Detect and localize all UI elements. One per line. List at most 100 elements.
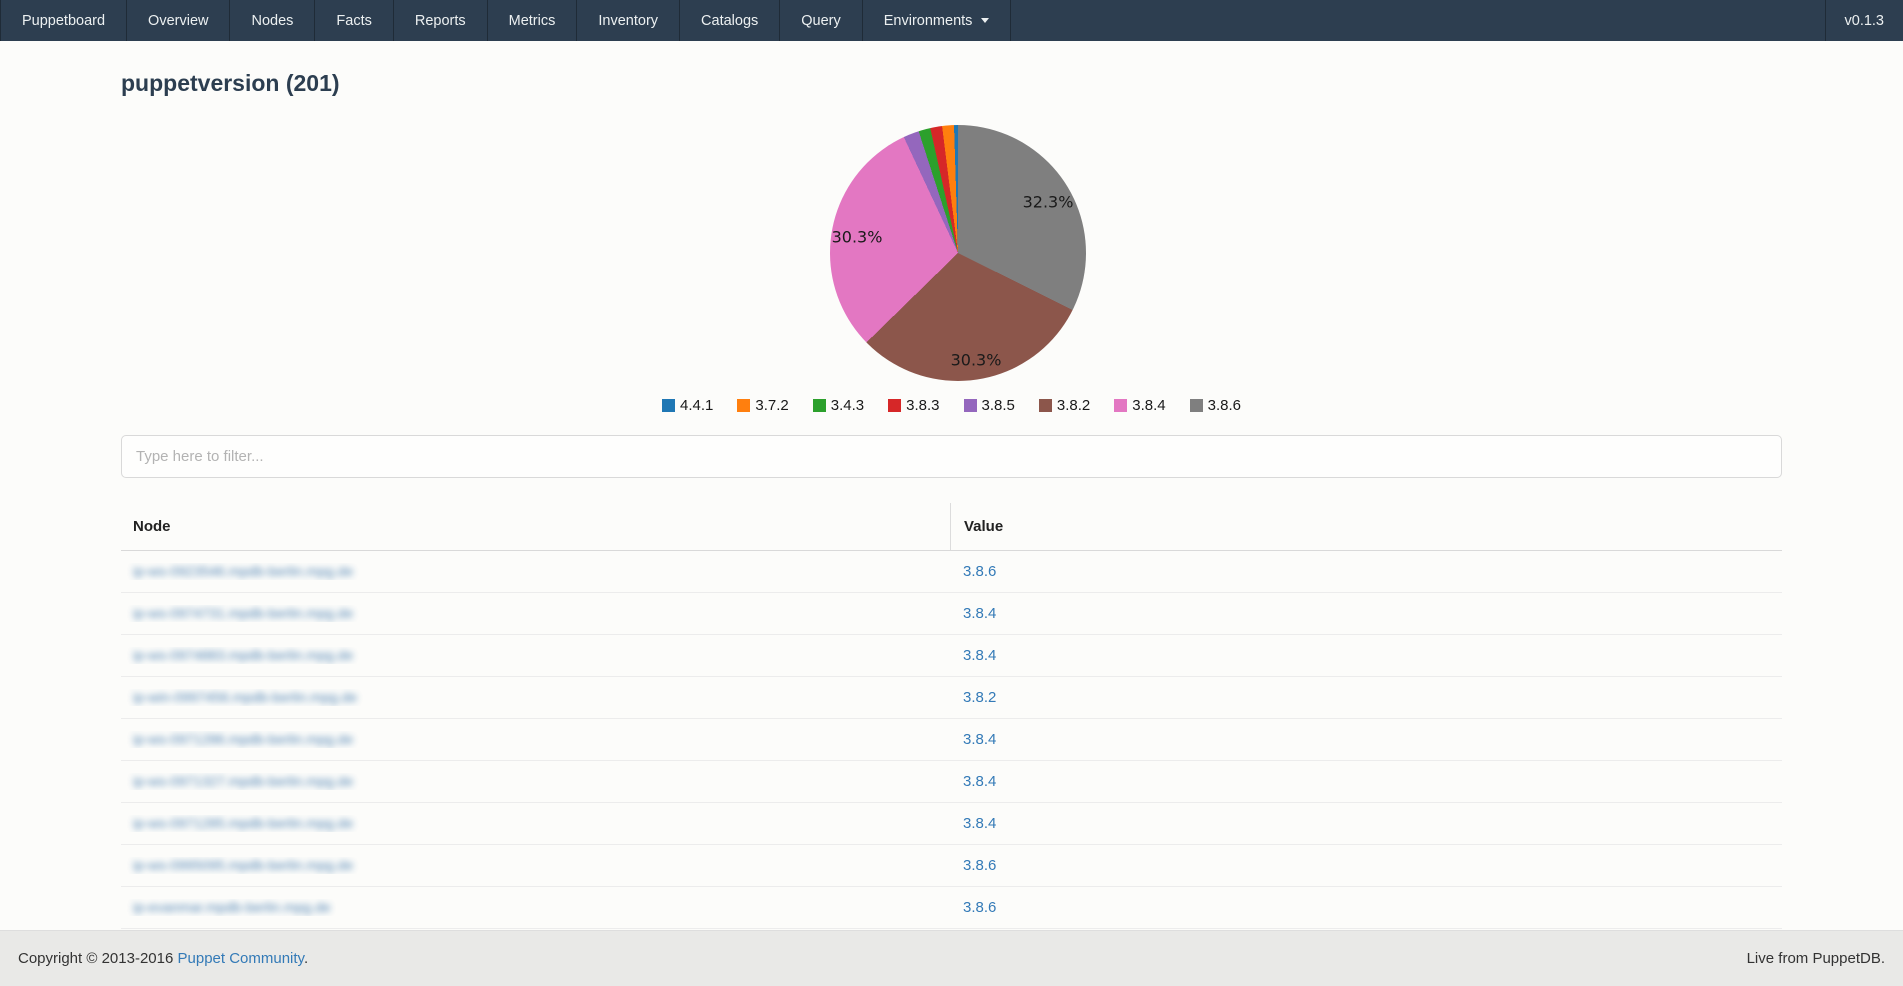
legend-item: 3.7.2 — [737, 397, 789, 414]
legend-swatch-4.4.1 — [662, 399, 675, 412]
value-cell: 3.8.4 — [950, 605, 1782, 622]
value-link[interactable]: 3.8.4 — [963, 731, 997, 748]
node-cell: ip-ws-0971286.mpdb-berlin.mpg.de — [121, 731, 950, 748]
node-link-redacted[interactable]: ip-ws-0971285.mpdb-berlin.mpg.de — [133, 815, 354, 831]
fact-table: Node Value ip-ws-0923546.mpdb-berlin.mpg… — [121, 503, 1782, 929]
node-link-redacted[interactable]: ip-evanmar.mpdb-berlin.mpg.de — [133, 899, 331, 915]
copyright-text: Copyright © 2013-2016 Puppet Community. — [18, 950, 308, 967]
main-content: puppetversion (201) 32.3% 30.3% 30.3% 4.4.… — [0, 41, 1903, 986]
column-header-node: Node — [133, 518, 171, 535]
node-link-redacted[interactable]: ip-ws-0923546.mpdb-berlin.mpg.de — [133, 563, 354, 579]
node-link-redacted[interactable]: ip-win-0997456.mpdb-berlin.mpg.de — [133, 689, 358, 705]
value-link[interactable]: 3.8.4 — [963, 815, 997, 832]
value-link[interactable]: 3.8.4 — [963, 647, 997, 664]
legend-item: 4.4.1 — [662, 397, 713, 414]
legend-item: 3.8.3 — [888, 397, 940, 414]
table-row: ip-ws-0995095.mpdb-berlin.mpg.de 3.8.6 — [121, 845, 1782, 887]
node-cell: ip-ws-0974883.mpdb-berlin.mpg.de — [121, 647, 950, 664]
legend-item: 3.4.3 — [812, 397, 865, 414]
nav-item-facts[interactable]: Facts — [315, 0, 394, 41]
nav-item-puppetboard[interactable]: Puppetboard — [0, 0, 128, 41]
node-cell: ip-ws-0971285.mpdb-berlin.mpg.de — [121, 815, 950, 832]
nav-item-inventory[interactable]: Inventory — [577, 0, 681, 41]
table-row: ip-ws-0974731.mpdb-berlin.mpg.de 3.8.4 — [121, 593, 1782, 635]
value-cell: 3.8.4 — [950, 647, 1782, 664]
table-row: ip-ws-0971327.mpdb-berlin.mpg.de 3.8.4 — [121, 761, 1782, 803]
puppet-community-link[interactable]: Puppet Community — [177, 950, 304, 967]
node-cell: ip-win-0997456.mpdb-berlin.mpg.de — [121, 689, 950, 706]
node-link-redacted[interactable]: ip-ws-0971286.mpdb-berlin.mpg.de — [133, 731, 354, 747]
value-link[interactable]: 3.8.6 — [963, 899, 997, 916]
legend-item: 3.8.2 — [1038, 397, 1091, 414]
table-row: ip-win-0997456.mpdb-berlin.mpg.de 3.8.2 — [121, 677, 1782, 719]
value-link[interactable]: 3.8.6 — [963, 563, 997, 580]
node-cell: ip-ws-0971327.mpdb-berlin.mpg.de — [121, 773, 950, 790]
chevron-down-icon — [981, 18, 990, 23]
nav-item-query[interactable]: Query — [780, 0, 863, 41]
filter-input[interactable] — [121, 435, 1782, 478]
legend-swatch-3.8.3 — [888, 399, 902, 412]
legend-item: 3.8.5 — [963, 397, 1015, 414]
nav-item-reports[interactable]: Reports — [394, 0, 488, 41]
pie-graphic — [830, 125, 1086, 381]
legend-label: 3.4.3 — [830, 397, 865, 414]
value-cell: 3.8.2 — [950, 689, 1782, 706]
legend-label: 3.8.2 — [1056, 397, 1091, 414]
page-title: puppetversion (201) — [121, 70, 340, 97]
node-cell: ip-ws-0974731.mpdb-berlin.mpg.de — [121, 605, 950, 622]
value-cell: 3.8.4 — [950, 731, 1782, 748]
value-cell: 3.8.6 — [950, 563, 1782, 580]
node-link-redacted[interactable]: ip-ws-0995095.mpdb-berlin.mpg.de — [133, 857, 354, 873]
pie-label-3.8.2: 30.3% — [950, 350, 1002, 370]
version-label: v0.1.3 — [1824, 0, 1903, 41]
nav-item-environments[interactable]: Environments — [863, 0, 1012, 41]
puppetversion-pie-chart: 32.3% 30.3% 30.3% — [830, 125, 1086, 381]
node-link-redacted[interactable]: ip-ws-0974731.mpdb-berlin.mpg.de — [133, 605, 354, 621]
legend-swatch-3.8.5 — [963, 399, 977, 412]
copyright-suffix: . — [303, 950, 309, 967]
node-cell: ip-evanmar.mpdb-berlin.mpg.de — [121, 899, 950, 916]
table-header-row: Node Value — [121, 503, 1782, 551]
legend-item: 3.8.6 — [1189, 397, 1241, 414]
value-cell: 3.8.6 — [950, 857, 1782, 874]
legend-label: 3.8.5 — [981, 397, 1015, 414]
table-row: ip-ws-0971285.mpdb-berlin.mpg.de 3.8.4 — [121, 803, 1782, 845]
table-row: ip-ws-0974883.mpdb-berlin.mpg.de 3.8.4 — [121, 635, 1782, 677]
value-link[interactable]: 3.8.2 — [963, 689, 997, 706]
node-cell: ip-ws-0923546.mpdb-berlin.mpg.de — [121, 563, 950, 580]
legend-label: 4.4.1 — [680, 397, 714, 414]
value-cell: 3.8.4 — [950, 773, 1782, 790]
nav-item-catalogs[interactable]: Catalogs — [680, 0, 781, 41]
table-row: ip-ws-0923546.mpdb-berlin.mpg.de 3.8.6 — [121, 551, 1782, 593]
pie-label-3.8.6: 32.3% — [1022, 192, 1074, 212]
nav-item-metrics[interactable]: Metrics — [488, 0, 578, 41]
navbar: Puppetboard Overview Nodes Facts Reports… — [0, 0, 1903, 41]
legend-label: 3.8.6 — [1207, 397, 1241, 414]
live-from-puppetdb-text: Live from PuppetDB. — [1746, 950, 1885, 967]
navbar-spacer — [1011, 0, 1824, 41]
node-cell: ip-ws-0995095.mpdb-berlin.mpg.de — [121, 857, 950, 874]
chart-legend: 4.4.1 3.7.2 3.4.3 3.8.3 3.8.5 3.8.2 3.8.… — [0, 397, 1903, 414]
table-row: ip-evanmar.mpdb-berlin.mpg.de 3.8.6 — [121, 887, 1782, 929]
table-row: ip-ws-0971286.mpdb-berlin.mpg.de 3.8.4 — [121, 719, 1782, 761]
legend-label: 3.8.3 — [906, 397, 940, 414]
node-link-redacted[interactable]: ip-ws-0974883.mpdb-berlin.mpg.de — [133, 647, 354, 663]
nav-item-nodes[interactable]: Nodes — [230, 0, 316, 41]
value-link[interactable]: 3.8.4 — [963, 605, 997, 622]
nav-item-overview[interactable]: Overview — [127, 0, 231, 41]
value-cell: 3.8.4 — [950, 815, 1782, 832]
nav-items: Puppetboard Overview Nodes Facts Reports… — [0, 0, 1012, 41]
legend-swatch-3.4.3 — [812, 399, 826, 412]
legend-label: 3.7.2 — [755, 397, 789, 414]
legend-item: 3.8.4 — [1114, 397, 1166, 414]
legend-swatch-3.8.2 — [1038, 399, 1052, 412]
value-link[interactable]: 3.8.4 — [963, 773, 997, 790]
pie-label-3.8.4: 30.3% — [831, 227, 883, 247]
legend-label: 3.8.4 — [1132, 397, 1166, 414]
footer: Copyright © 2013-2016 Puppet Community. … — [0, 930, 1903, 986]
column-header-value: Value — [950, 503, 1782, 550]
copyright-prefix: Copyright © 2013-2016 — [18, 950, 178, 967]
value-cell: 3.8.6 — [950, 899, 1782, 916]
node-link-redacted[interactable]: ip-ws-0971327.mpdb-berlin.mpg.de — [133, 773, 354, 789]
value-link[interactable]: 3.8.6 — [963, 857, 997, 874]
